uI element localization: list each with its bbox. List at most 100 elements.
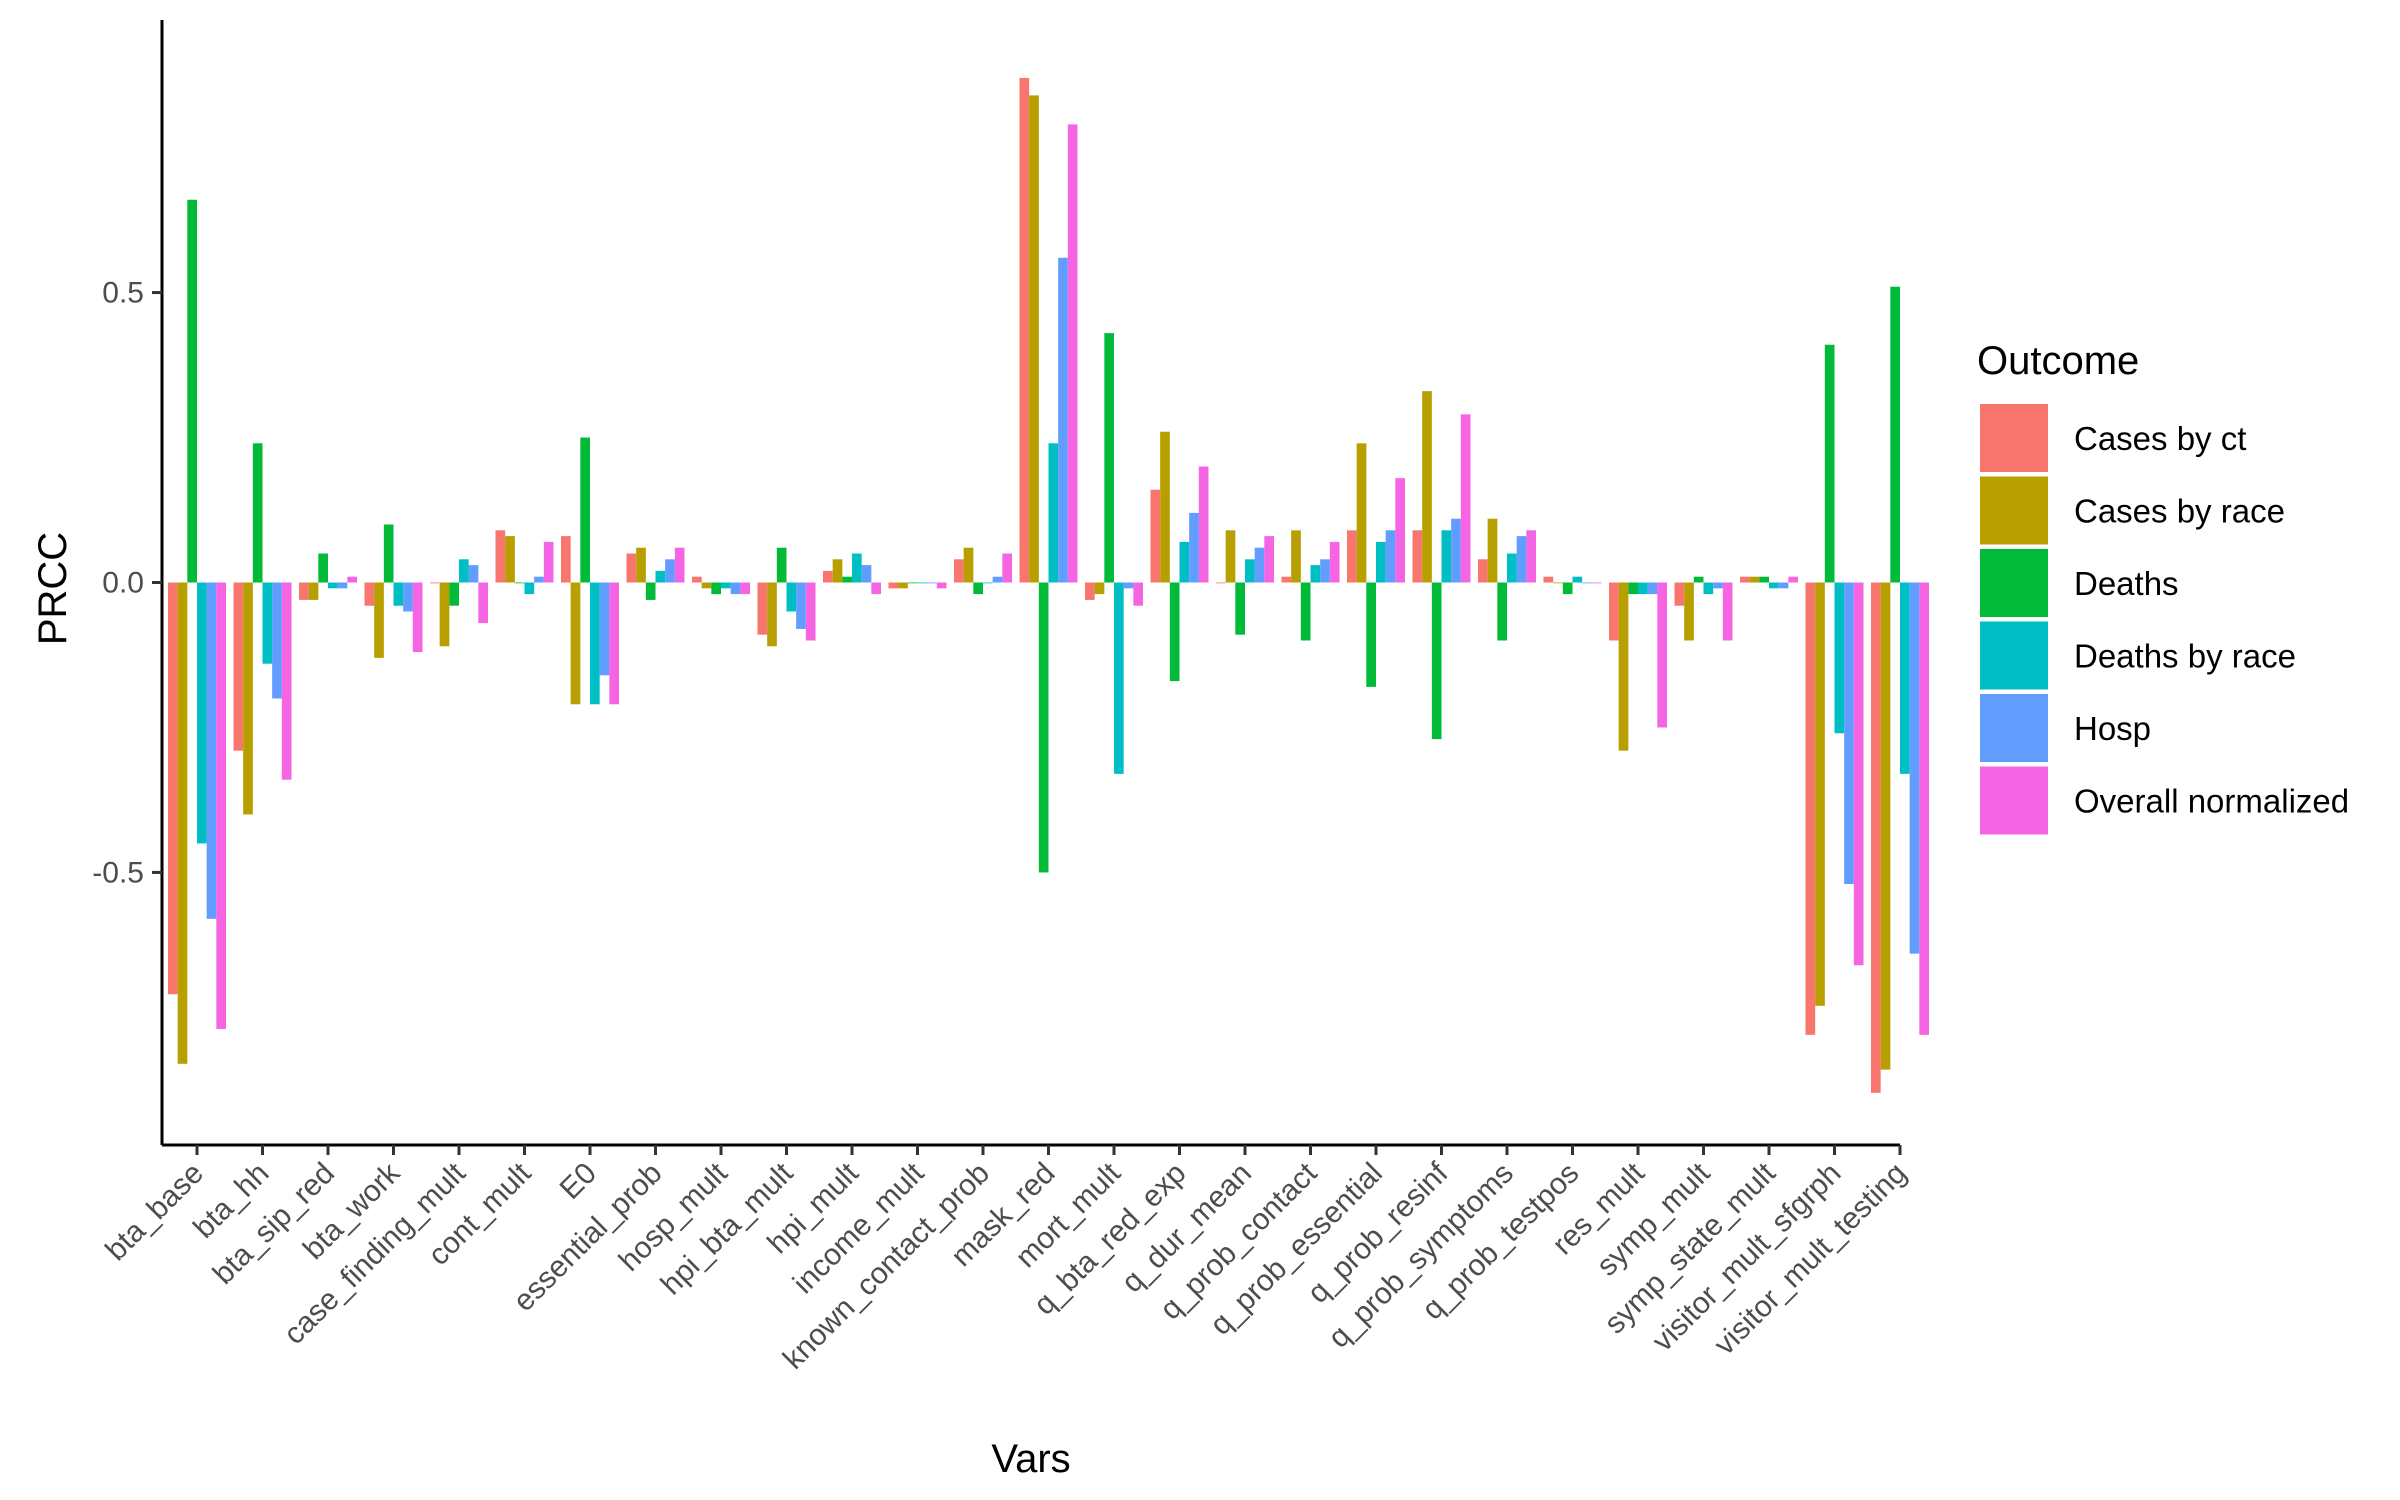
bar-q_dur_mean-overall-normalized xyxy=(1264,536,1274,583)
bar-bta_base-overall-normalized xyxy=(216,582,226,1030)
bar-hpi_mult-overall-normalized xyxy=(871,582,881,595)
legend-key-hosp xyxy=(1980,694,2048,762)
bar-q_dur_mean-deaths-by-race xyxy=(1245,559,1255,583)
bar-q_prob_symptoms-deaths xyxy=(1497,582,1507,641)
bar-q_prob_essential-overall-normalized xyxy=(1395,478,1405,583)
legend-label: Deaths by race xyxy=(2074,638,2296,675)
bar-visitor_mult_testing-deaths-by-race xyxy=(1900,582,1910,774)
legend-label: Overall normalized xyxy=(2074,783,2349,820)
bar-case_finding_mult-hosp xyxy=(468,565,479,583)
bar-res_mult-cases-by-race xyxy=(1618,582,1629,751)
bar-E0-deaths xyxy=(580,437,590,583)
bar-q_prob_contact-deaths xyxy=(1300,582,1311,641)
bar-symp_state_mult-hosp xyxy=(1778,582,1789,589)
bar-q_dur_mean-cases-by-race xyxy=(1225,530,1236,583)
bar-res_mult-deaths-by-race xyxy=(1638,582,1648,595)
bar-q_prob_symptoms-cases-by-race xyxy=(1487,518,1498,583)
bar-cont_mult-overall-normalized xyxy=(543,541,554,583)
bar-income_mult-deaths-by-race xyxy=(917,582,928,584)
bar-mask_red-overall-normalized xyxy=(1067,124,1078,583)
bar-q_prob_resinf-cases-by-ct xyxy=(1412,530,1423,583)
bar-essential_prob-overall-normalized xyxy=(674,547,685,583)
legend-key-cases-by-ct xyxy=(1980,404,2048,472)
bar-income_mult-overall-normalized xyxy=(936,582,947,589)
bar-mask_red-cases-by-ct xyxy=(1019,77,1030,583)
bar-mask_red-deaths xyxy=(1038,582,1049,873)
bar-hpi_mult-cases-by-ct xyxy=(823,570,833,583)
bar-q_prob_resinf-deaths-by-race xyxy=(1441,530,1452,583)
y-ticks: -0.5 0.0 0.5 xyxy=(92,277,162,889)
bar-known_contact_prob-cases-by-race xyxy=(963,547,974,583)
bar-hpi_mult-hosp xyxy=(861,565,872,583)
bar-bta_hh-deaths-by-race xyxy=(262,582,273,664)
bar-q_prob_symptoms-hosp xyxy=(1516,536,1527,583)
bar-bta_hh-cases-by-race xyxy=(243,582,253,815)
bar-hpi_bta_mult-deaths xyxy=(776,547,787,583)
bar-q_prob_testpos-overall-normalized xyxy=(1591,582,1602,584)
bar-q_bta_red_exp-overall-normalized xyxy=(1198,466,1209,583)
bar-res_mult-hosp xyxy=(1647,582,1658,595)
bar-hosp_mult-cases-by-ct xyxy=(692,576,702,583)
bar-visitor_mult_sfgrph-hosp xyxy=(1844,582,1854,885)
bar-q_prob_essential-cases-by-race xyxy=(1356,443,1367,583)
bar-bta_hh-cases-by-ct xyxy=(233,582,244,751)
bar-q_prob_contact-hosp xyxy=(1320,559,1330,583)
bar-case_finding_mult-cases-by-race xyxy=(439,582,450,647)
bar-bta_sip_red-deaths-by-race xyxy=(328,582,338,589)
bar-q_prob_essential-deaths-by-race xyxy=(1376,541,1386,583)
bar-mort_mult-overall-normalized xyxy=(1133,582,1143,606)
bar-income_mult-deaths xyxy=(907,582,918,584)
bar-hosp_mult-deaths-by-race xyxy=(721,582,731,589)
bar-q_dur_mean-cases-by-ct xyxy=(1216,582,1226,584)
bar-symp_mult-hosp xyxy=(1713,582,1723,589)
bar-symp_state_mult-deaths xyxy=(1759,576,1769,583)
bar-income_mult-hosp xyxy=(927,582,937,584)
bar-q_prob_resinf-overall-normalized xyxy=(1460,414,1471,583)
x-tick-label-E0: E0 xyxy=(554,1157,603,1206)
bar-visitor_mult_sfgrph-deaths-by-race xyxy=(1834,582,1845,734)
bar-bta_base-cases-by-race xyxy=(177,582,188,1064)
bar-q_prob_essential-cases-by-ct xyxy=(1347,530,1357,583)
bar-bta_sip_red-hosp xyxy=(337,582,348,589)
bar-res_mult-cases-by-ct xyxy=(1609,582,1619,641)
bar-q_prob_symptoms-overall-normalized xyxy=(1526,530,1536,583)
bar-q_bta_red_exp-cases-by-ct xyxy=(1150,489,1161,583)
legend-key-overall-normalized xyxy=(1980,766,2048,835)
bar-essential_prob-hosp xyxy=(665,559,675,583)
bar-income_mult-cases-by-race xyxy=(898,582,908,589)
y-axis-title: PRCC xyxy=(31,532,75,645)
legend-label: Cases by ct xyxy=(2074,420,2246,457)
bar-bta_sip_red-deaths xyxy=(318,553,328,583)
legend-key-deaths xyxy=(1980,549,2048,617)
bar-symp_mult-deaths-by-race xyxy=(1703,582,1714,595)
bar-q_prob_contact-deaths-by-race xyxy=(1310,565,1321,583)
bar-hpi_bta_mult-hosp xyxy=(796,582,806,629)
legend: Outcome Cases by ct Cases by race Deaths De… xyxy=(1977,339,2349,835)
bar-E0-overall-normalized xyxy=(609,582,619,705)
bar-case_finding_mult-cases-by-ct xyxy=(430,582,440,584)
bar-cont_mult-hosp xyxy=(534,576,544,583)
legend-key-deaths-by-race xyxy=(1980,621,2048,690)
bar-q_prob_essential-deaths xyxy=(1366,582,1376,687)
bar-mask_red-deaths-by-race xyxy=(1048,443,1059,583)
bar-visitor_mult_testing-cases-by-ct xyxy=(1871,582,1881,1093)
bar-q_prob_resinf-cases-by-race xyxy=(1422,391,1432,583)
bar-symp_mult-cases-by-race xyxy=(1684,582,1694,641)
bar-bta_sip_red-cases-by-ct xyxy=(299,582,309,600)
bar-q_bta_red_exp-deaths-by-race xyxy=(1179,541,1190,583)
bar-hpi_bta_mult-cases-by-ct xyxy=(757,582,768,635)
bar-visitor_mult_sfgrph-cases-by-ct xyxy=(1805,582,1816,1035)
bar-bta_hh-deaths xyxy=(252,443,263,583)
bar-hpi_bta_mult-cases-by-race xyxy=(767,582,777,647)
bar-q_prob_testpos-cases-by-race xyxy=(1553,582,1563,584)
y-tick-label: 0.5 xyxy=(102,277,144,310)
bar-E0-hosp xyxy=(599,582,610,676)
bar-case_finding_mult-overall-normalized xyxy=(478,582,488,624)
bar-essential_prob-deaths xyxy=(645,582,656,600)
legend-label: Deaths xyxy=(2074,565,2179,602)
bar-q_prob_symptoms-deaths-by-race xyxy=(1507,553,1517,583)
bar-q_dur_mean-deaths xyxy=(1235,582,1245,635)
legend-title: Outcome xyxy=(1977,339,2139,383)
